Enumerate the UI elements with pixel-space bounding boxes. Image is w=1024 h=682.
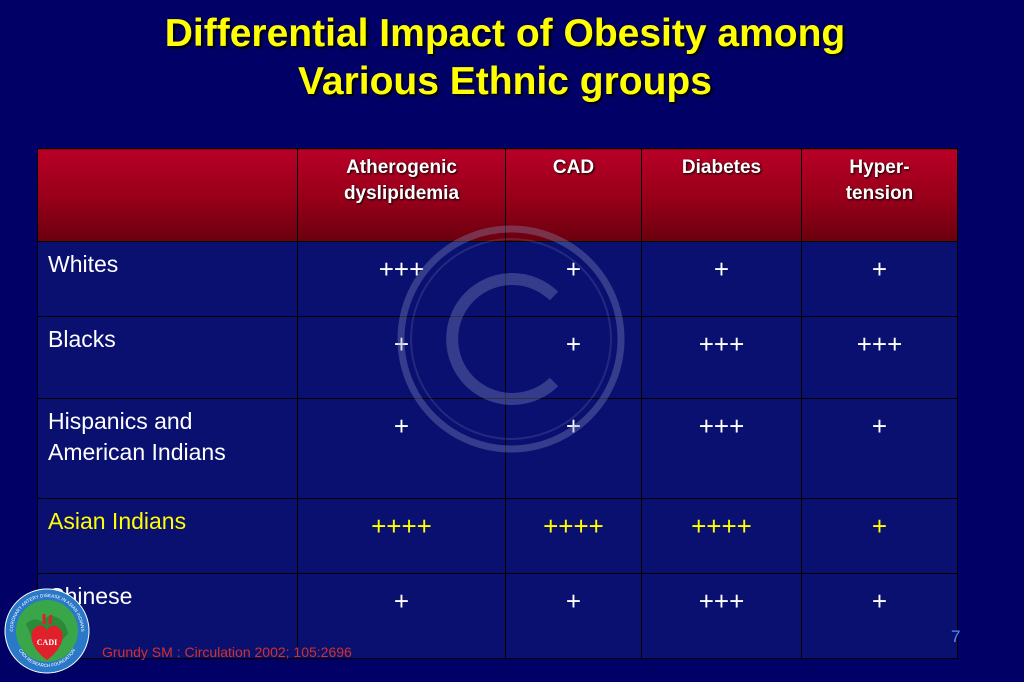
table-cell: + — [801, 398, 958, 499]
table-cell: + — [641, 241, 802, 317]
table-cell: + — [297, 398, 506, 499]
table-cell: + — [297, 316, 506, 399]
table-cell: +++ — [641, 573, 802, 659]
cadi-foundation-logo: CADI CORONARY ARTERY DISEASE IN ASIAN IN… — [4, 588, 90, 674]
table-cell: +++ — [641, 398, 802, 499]
table-cell: +++ — [641, 316, 802, 399]
table-cell: + — [505, 316, 642, 399]
table-cell: + — [801, 573, 958, 659]
table-row-hispanics-american-indians: Hispanics and American Indians + + +++ + — [37, 398, 958, 499]
header-label: tension — [845, 183, 914, 204]
table-cell: +++ — [801, 316, 958, 399]
table-cell: + — [505, 398, 642, 499]
citation-text: Grundy SM : Circulation 2002; 105:2696 — [102, 644, 352, 660]
row-label: Hispanics and American Indians — [37, 398, 298, 499]
table-row-whites: Whites +++ + + + — [37, 241, 958, 317]
slide-title-line-1: Differential Impact of Obesity among — [164, 12, 846, 55]
table-cell: + — [505, 241, 642, 317]
header-label: dyslipidemia — [343, 183, 460, 204]
table-cell: ++++ — [297, 498, 506, 574]
header-cell-empty — [37, 148, 298, 242]
header-cad: CAD — [505, 148, 642, 242]
table-row-blacks: Blacks + + +++ +++ — [37, 316, 958, 399]
slide-title: Differential Impact of Obesity among Var… — [0, 10, 1010, 106]
table-cell: + — [505, 573, 642, 659]
table-cell: + — [801, 241, 958, 317]
header-atherogenic-dyslipidemia: Atherogenic dyslipidemia — [297, 148, 506, 242]
table-row-asian-indians: Asian Indians ++++ ++++ ++++ + — [37, 498, 958, 574]
slide-title-line-2: Various Ethnic groups — [298, 60, 712, 103]
table-cell: +++ — [297, 241, 506, 317]
table-cell: + — [801, 498, 958, 574]
obesity-impact-table: Atherogenic dyslipidemia CAD Diabetes Hy… — [37, 148, 958, 659]
header-hypertension: Hyper- tension — [801, 148, 958, 242]
row-label: Blacks — [37, 316, 298, 399]
header-row: Atherogenic dyslipidemia CAD Diabetes Hy… — [37, 148, 958, 242]
header-label: Hyper- — [849, 157, 910, 178]
header-diabetes: Diabetes — [641, 148, 802, 242]
table-cell: ++++ — [505, 498, 642, 574]
table-cell: + — [297, 573, 506, 659]
row-label: Whites — [37, 241, 298, 317]
row-label: Asian Indians — [37, 498, 298, 574]
header-label: Atherogenic — [346, 157, 457, 178]
page-number: 7 — [951, 627, 961, 646]
table-cell: ++++ — [641, 498, 802, 574]
logo-center-text: CADI — [37, 638, 57, 647]
header-label: Diabetes — [681, 157, 762, 178]
header-label: CAD — [552, 157, 595, 178]
